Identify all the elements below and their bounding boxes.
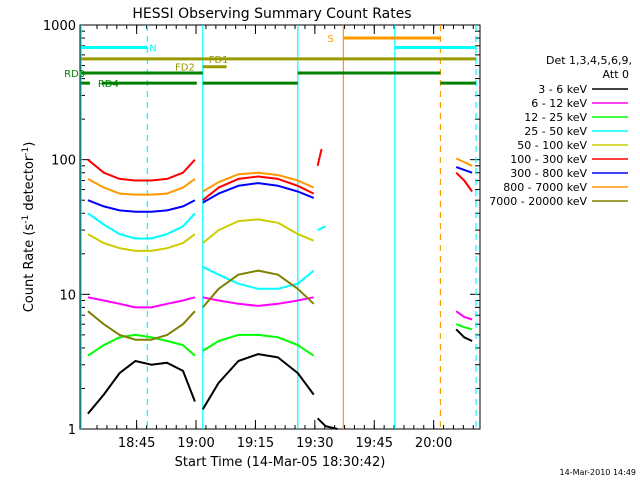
series-line (202, 269, 315, 309)
legend-label: 25 - 50 keV (524, 125, 587, 138)
legend-label: 3 - 6 keV (538, 83, 587, 96)
x-tick-label: 19:45 (356, 436, 393, 451)
legend-label: 6 - 12 keV (531, 97, 587, 110)
series-lines (87, 148, 473, 430)
series-line (455, 171, 473, 193)
y-axis-label: Count Rate (s-1 detector-1) (21, 142, 37, 313)
x-tick-label: 20:00 (415, 436, 452, 451)
legend-label: 300 - 800 keV (510, 167, 587, 180)
flag-bar-label: S (328, 34, 334, 45)
legend-label: 12 - 25 keV (524, 111, 587, 124)
series-line (317, 225, 326, 232)
chart-title: HESSI Observing Summary Count Rates (132, 6, 411, 22)
flag-bar-label: RD0 (64, 69, 85, 80)
plot-area: 1 10 100 1000 18:45 19:00 19:15 19:30 19:45 20:0… (43, 19, 481, 451)
y-axis-label-main: Count Rate (s (22, 224, 37, 313)
series-line (316, 148, 323, 167)
y-axis: 1 10 100 1000 (43, 19, 480, 438)
plot-frame (79, 24, 481, 430)
legend-header-2: Att 0 (603, 68, 629, 81)
x-tick-label: 19:15 (237, 436, 274, 451)
y-axis-label-sup1: -1 (21, 215, 31, 224)
series-line (87, 310, 196, 341)
flag-bars: NSFD1FD2RD0RD4 (64, 34, 477, 90)
series-line (316, 417, 338, 430)
vertical-markers (80, 25, 477, 429)
x-axis: 18:45 19:00 19:15 19:30 19:45 20:00 (96, 25, 474, 451)
y-axis-label-mid: detector (22, 155, 37, 215)
y-tick-label: 1 (68, 423, 76, 438)
y-tick-label: 1000 (43, 19, 76, 34)
series-line (87, 360, 196, 415)
series-line (87, 158, 196, 182)
x-tick-label: 19:00 (177, 436, 214, 451)
series-line (87, 333, 196, 357)
x-axis-label: Start Time (14-Mar-05 18:30:42) (175, 455, 386, 470)
series-line (202, 218, 315, 244)
flag-bar-label: N (149, 44, 156, 55)
series-line (87, 178, 196, 196)
series-line (87, 296, 196, 309)
series-line (202, 265, 315, 290)
series-line (87, 199, 196, 213)
legend-label: 50 - 100 keV (517, 139, 587, 152)
x-tick-label: 18:45 (118, 436, 155, 451)
series-line (455, 166, 473, 174)
series-line (202, 182, 315, 204)
y-axis-label-sup2: -1 (21, 147, 31, 156)
series-line (202, 333, 315, 357)
legend-label: 7000 - 20000 keV (489, 195, 587, 208)
series-line (202, 296, 314, 307)
timestamp: 14-Mar-2010 14:49 (560, 468, 637, 477)
series-line (455, 310, 473, 321)
series-line (201, 353, 315, 410)
legend-label: 100 - 300 keV (510, 153, 587, 166)
series-line (455, 323, 473, 331)
y-tick-label: 10 (59, 288, 76, 303)
series-line (202, 175, 315, 201)
series-line (87, 212, 196, 240)
y-tick-label: 100 (51, 154, 76, 169)
flag-bar-label: FD2 (175, 63, 195, 74)
y-axis-label-end: ) (22, 142, 37, 147)
flag-bar-label: FD1 (209, 55, 229, 66)
series-line (202, 171, 315, 193)
x-tick-label: 19:30 (296, 436, 333, 451)
series-line (455, 328, 473, 342)
series-line (455, 157, 473, 167)
legend-header-1: Det 1,3,4,5,6,9, (546, 54, 632, 67)
series-line (87, 233, 196, 252)
legend-label: 800 - 7000 keV (503, 181, 587, 194)
